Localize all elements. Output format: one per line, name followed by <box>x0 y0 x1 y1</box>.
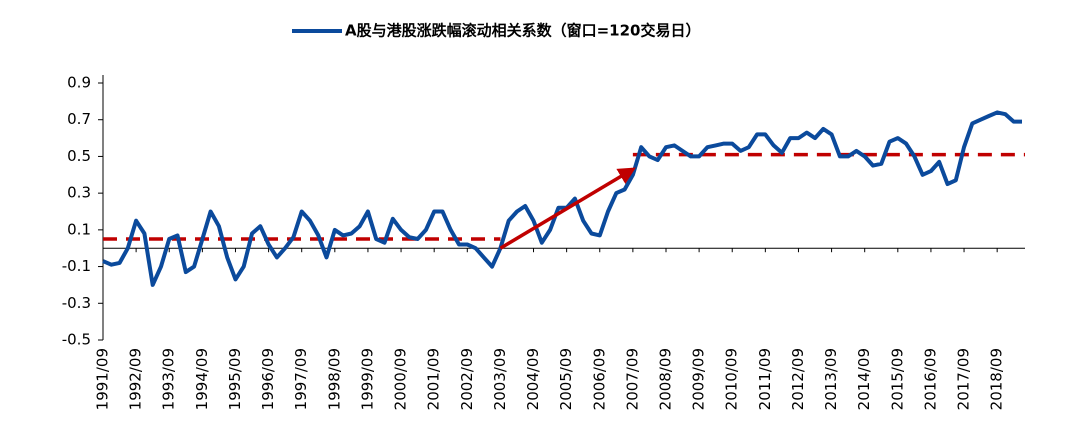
x-tick-label: 1993/09 <box>160 348 178 410</box>
x-tick-label: 2014/09 <box>855 348 873 410</box>
y-tick-label: 0.7 <box>67 110 91 128</box>
x-tick-label: 2005/09 <box>557 348 575 410</box>
x-tick-label: 2008/09 <box>656 348 674 410</box>
legend-label: A股与港股涨跌幅滚动相关系数（窗口=120交易日） <box>345 22 701 40</box>
y-tick-label: 0.5 <box>67 147 91 165</box>
y-tick-label: 0.3 <box>67 184 91 202</box>
x-tick-label: 2003/09 <box>491 348 509 410</box>
y-tick-label: -0.5 <box>62 331 91 349</box>
x-tick-label: 2015/09 <box>888 348 906 410</box>
x-tick-label: 2010/09 <box>723 348 741 410</box>
x-tick-label: 2007/09 <box>623 348 641 410</box>
x-tick-label: 1999/09 <box>358 348 376 410</box>
x-tick-label: 1997/09 <box>292 348 310 410</box>
x-tick-label: 2004/09 <box>524 348 542 410</box>
x-tick-label: 2012/09 <box>789 348 807 410</box>
y-tick-label: -0.3 <box>62 294 91 312</box>
x-tick-label: 2011/09 <box>756 348 774 410</box>
x-tick-label: 1992/09 <box>127 348 145 410</box>
x-tick-label: 1995/09 <box>226 348 244 410</box>
x-tick-label: 2009/09 <box>690 348 708 410</box>
x-tick-label: 2017/09 <box>955 348 973 410</box>
x-tick-label: 1991/09 <box>94 348 112 410</box>
y-tick-label: 0.9 <box>67 74 91 92</box>
x-tick-label: 2002/09 <box>458 348 476 410</box>
x-tick-label: 1994/09 <box>193 348 211 410</box>
x-tick-label: 1996/09 <box>259 348 277 410</box>
x-tick-label: 1998/09 <box>325 348 343 410</box>
y-tick-label: -0.1 <box>62 257 91 275</box>
x-tick-label: 2000/09 <box>392 348 410 410</box>
x-tick-label: 2006/09 <box>590 348 608 410</box>
x-tick-label: 2016/09 <box>921 348 939 410</box>
data-line <box>102 110 1022 287</box>
y-tick-label: 0.1 <box>67 220 91 238</box>
x-tick-label: 2013/09 <box>822 348 840 410</box>
x-tick-label: 2001/09 <box>425 348 443 410</box>
trend-arrow <box>499 167 636 250</box>
x-tick-label: 2018/09 <box>988 348 1006 410</box>
